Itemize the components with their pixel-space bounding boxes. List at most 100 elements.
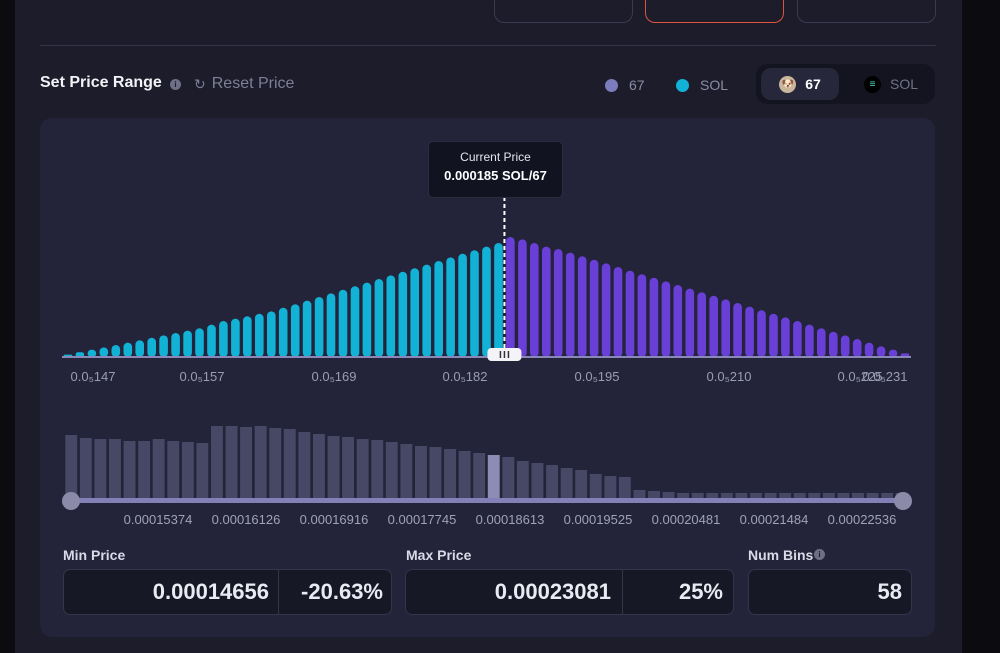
- sol-bar: [302, 300, 312, 357]
- token-bar: [697, 292, 706, 357]
- token-toggle-sol[interactable]: ≡ SOL: [852, 68, 930, 100]
- sol-bar: [374, 279, 384, 357]
- section-title: Set Price Range: [40, 74, 162, 91]
- range-bar: [589, 474, 602, 499]
- sol-bar: [314, 297, 324, 357]
- num-bins-input[interactable]: 58: [877, 579, 902, 604]
- token-bar: [565, 252, 575, 357]
- sol-bar: [326, 293, 336, 357]
- info-icon[interactable]: i: [170, 79, 181, 90]
- range-bar: [385, 442, 398, 499]
- range-bar: [648, 491, 660, 499]
- legend-item-67: 67: [605, 77, 645, 93]
- range-bar: [866, 493, 879, 499]
- token-bar: [673, 285, 683, 357]
- token-bar: [589, 259, 599, 357]
- range-bar: [342, 437, 354, 499]
- min-price-input[interactable]: 0.00014656: [152, 579, 269, 604]
- legend-item-sol: SOL: [676, 77, 728, 93]
- token-bar: [817, 328, 826, 357]
- refresh-icon: ↻: [194, 75, 206, 92]
- range-axis-label: 0.00016916: [300, 512, 369, 527]
- token-bar: [530, 243, 539, 357]
- sol-bar: [99, 347, 109, 357]
- range-max-handle[interactable]: [894, 492, 912, 510]
- range-bar: [560, 468, 573, 499]
- range-bar: [677, 493, 690, 499]
- token-toggle-67[interactable]: 🐶 67: [761, 68, 839, 100]
- range-bar: [516, 461, 529, 499]
- range-bar: [298, 432, 311, 499]
- range-bar: [429, 447, 442, 499]
- range-bar: [138, 441, 151, 499]
- top-option-button-1[interactable]: [494, 0, 633, 23]
- sol-bar: [290, 304, 300, 357]
- legend-label-sol: SOL: [700, 77, 729, 93]
- num-bins-info-icon[interactable]: i: [814, 549, 825, 560]
- min-price-field[interactable]: 0.00014656 -20.63%: [63, 569, 392, 615]
- sol-bar: [398, 271, 408, 357]
- range-bar: [852, 493, 864, 499]
- top-option-button-3[interactable]: [797, 0, 936, 23]
- sol-bar: [470, 250, 479, 357]
- range-bar: [65, 435, 78, 499]
- range-bar: [735, 493, 748, 499]
- reset-price-button[interactable]: ↻ Reset Price: [194, 75, 294, 93]
- distribution-tick-label: 0.0₅225: [838, 369, 883, 384]
- range-bar: [283, 429, 296, 499]
- token-bar: [805, 324, 814, 357]
- top-option-button-2[interactable]: [645, 0, 784, 23]
- num-bins-field[interactable]: 58: [748, 569, 912, 615]
- max-price-field[interactable]: 0.00023081 25%: [405, 569, 734, 615]
- range-axis-label: 0.00016126: [212, 512, 281, 527]
- sol-bar: [434, 261, 443, 357]
- token-bar: [709, 295, 718, 357]
- max-price-input[interactable]: 0.00023081: [494, 579, 611, 604]
- token-bar: [876, 346, 886, 357]
- chart-container: [40, 118, 935, 637]
- range-bar: [167, 441, 180, 499]
- range-track: [71, 498, 903, 503]
- range-bar: [269, 428, 282, 499]
- range-axis-label: 0.00018613: [476, 512, 545, 527]
- range-bar: [356, 439, 369, 499]
- range-bar: [313, 434, 325, 499]
- sol-bar: [171, 333, 180, 357]
- token-toggle-sol-label: SOL: [889, 76, 918, 92]
- max-price-label: Max Price: [406, 547, 472, 563]
- range-bar: [371, 440, 384, 499]
- reset-price-label: Reset Price: [211, 75, 295, 92]
- range-bar: [225, 426, 238, 499]
- range-bar: [240, 427, 252, 499]
- legend-dot-67: [605, 78, 618, 92]
- min-price-percent[interactable]: -20.63%: [301, 579, 383, 604]
- distribution-tick-label: 0.0₅210: [707, 369, 752, 384]
- token-toggle-67-label: 67: [805, 76, 821, 92]
- token-bar: [637, 274, 647, 357]
- sol-bar: [422, 264, 431, 357]
- range-axis-label: 0.00019525: [564, 512, 633, 527]
- range-bar: [837, 493, 850, 499]
- current-price-tooltip: Current Price 0.000185 SOL/67: [428, 141, 563, 198]
- sol-bar: [410, 268, 419, 357]
- range-bar: [793, 493, 806, 499]
- tooltip-title: Current Price: [460, 150, 531, 164]
- range-bar: [79, 438, 92, 499]
- sol-bar: [446, 257, 455, 357]
- sol-bar: [243, 316, 252, 357]
- token-bar: [840, 335, 850, 357]
- range-axis-label: 0.00015374: [124, 512, 193, 527]
- max-price-percent[interactable]: 25%: [678, 579, 723, 604]
- sol-bar: [350, 286, 360, 357]
- sol-bar: [219, 321, 228, 357]
- sol-bar: [267, 311, 276, 357]
- range-bar: [691, 493, 704, 499]
- range-bar: [181, 442, 194, 499]
- sol-bar: [135, 340, 144, 357]
- distribution-baseline: [62, 356, 911, 358]
- token-bar: [542, 246, 551, 357]
- token-bar: [829, 331, 838, 357]
- range-bar: [415, 446, 427, 499]
- range-min-handle[interactable]: [62, 492, 80, 510]
- range-bar: [196, 443, 209, 499]
